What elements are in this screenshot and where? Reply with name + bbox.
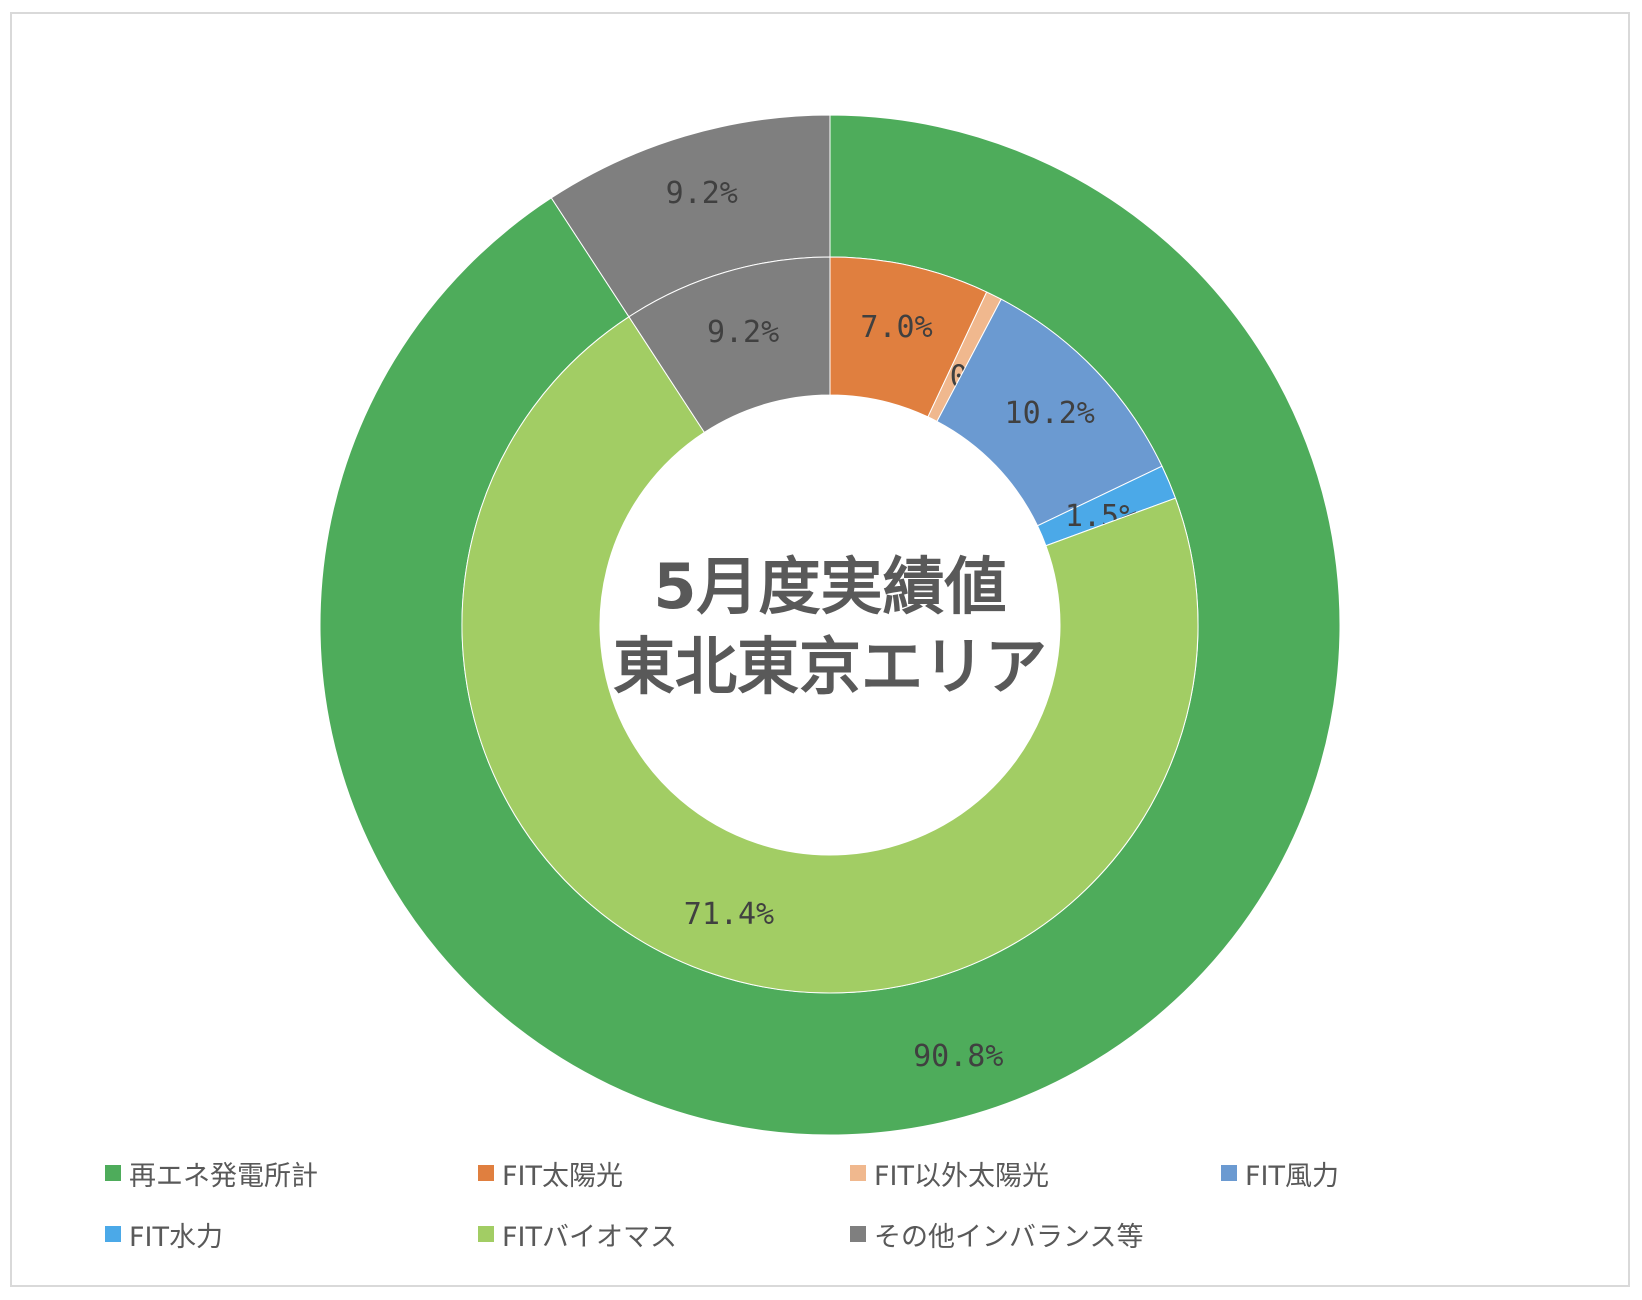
inner-ring-data-label: 7.0%: [860, 310, 932, 345]
legend-label: FIT太陽光: [502, 1160, 623, 1192]
legend-swatch: [850, 1226, 866, 1242]
legend-item: FIT太陽光: [478, 1156, 623, 1192]
outer-ring-data-label: 9.2%: [666, 176, 738, 211]
center-title-line-1: 5月度実績値: [653, 550, 1007, 623]
legend-item: FITバイオマス: [478, 1217, 677, 1253]
outer-ring-data-label: 90.8%: [913, 1039, 1003, 1074]
legend-swatch: [478, 1226, 494, 1242]
center-title-line-2: 東北東京エリア: [612, 630, 1047, 703]
legend-swatch: [850, 1165, 866, 1181]
legend-label: 再エネ発電所計: [129, 1160, 318, 1192]
inner-ring-data-label: 10.2%: [1005, 396, 1095, 431]
legend-item: FIT風力: [1221, 1156, 1339, 1192]
legend-swatch: [105, 1226, 121, 1242]
legend-label: FIT以外太陽光: [874, 1160, 1049, 1192]
legend-item: その他インバランス等: [850, 1217, 1144, 1253]
legend-swatch: [1221, 1165, 1237, 1181]
inner-ring-slice: [628, 256, 831, 434]
legend-swatch: [478, 1165, 494, 1181]
legend-label: その他インバランス等: [874, 1221, 1144, 1253]
legend-swatch: [105, 1165, 121, 1181]
legend-item: FIT水力: [105, 1217, 223, 1253]
inner-ring-data-label: 71.4%: [684, 897, 774, 932]
inner-ring-slice: [461, 316, 1199, 994]
legend-label: FIT風力: [1245, 1160, 1339, 1192]
legend-item: 再エネ発電所計: [105, 1156, 318, 1192]
legend-item: FIT以外太陽光: [850, 1156, 1049, 1192]
legend-label: FITバイオマス: [502, 1221, 677, 1253]
legend-label: FIT水力: [129, 1221, 223, 1253]
inner-ring-data-label: 9.2%: [707, 315, 779, 350]
